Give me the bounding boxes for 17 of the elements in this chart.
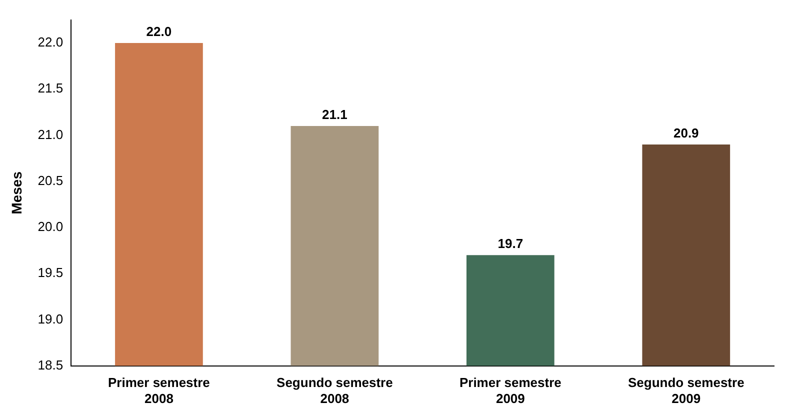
y-tick-label: 21.5 bbox=[38, 80, 64, 96]
data-label: 19.7 bbox=[498, 236, 524, 252]
y-tick-label: 21.0 bbox=[38, 126, 64, 142]
y-tick-label: 20.0 bbox=[38, 219, 64, 234]
y-tick-label: 20.5 bbox=[38, 172, 64, 188]
y-tick-label: 22.0 bbox=[38, 34, 64, 50]
y-tick-label: 19.0 bbox=[38, 311, 64, 326]
y-tick-label: 18.5 bbox=[38, 357, 64, 372]
x-tick-label: Primer semestre 2009 bbox=[459, 375, 562, 406]
data-label: 22.0 bbox=[146, 24, 172, 40]
x-tick-label: Segundo semestre 2009 bbox=[628, 375, 744, 406]
x-tick-label: Segundo semestre 2008 bbox=[276, 375, 393, 406]
y-axis-title: Meses bbox=[8, 171, 24, 214]
x-tick-label: Primer semestre 2008 bbox=[108, 375, 210, 406]
data-label: 20.9 bbox=[673, 126, 699, 141]
data-label: 21.1 bbox=[322, 107, 348, 122]
y-tick-label: 19.5 bbox=[38, 265, 64, 280]
